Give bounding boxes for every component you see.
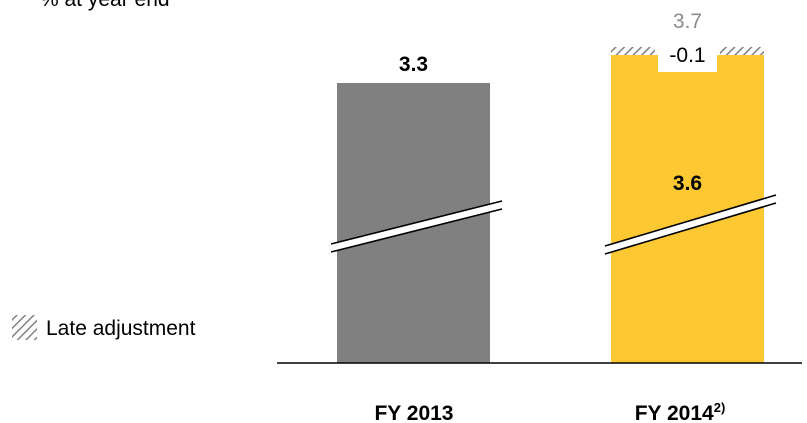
value-label-fy2014: 3.6	[673, 172, 702, 195]
legend-swatch-late-adjustment	[12, 315, 37, 340]
unit-label: % at year end	[40, 0, 170, 11]
axis-break-fy2014	[604, 194, 777, 255]
value-label-fy2013: 3.3	[399, 53, 428, 76]
legend-label-late-adjustment: Late adjustment	[46, 317, 196, 340]
axis-break-gap	[605, 195, 776, 254]
axis-break-fy2013	[330, 200, 503, 253]
category-footnote-fy2014: 2)	[714, 400, 726, 415]
axis-break-line	[330, 208, 503, 253]
axis-break-line	[604, 194, 777, 247]
late-adjustment-hatch-left	[611, 47, 655, 55]
axis-break-gap	[331, 201, 502, 252]
axis-break-line	[604, 202, 777, 255]
category-label-fy2013: FY 2013	[374, 402, 453, 423]
axis-break-line	[330, 200, 503, 245]
late-adjustment-label: -0.1	[669, 44, 705, 67]
category-label-fy2014: FY 20142)	[635, 400, 726, 423]
late-adjustment-label-box	[658, 38, 717, 72]
total-label-fy2014: 3.7	[673, 10, 702, 33]
category-label-fy2014-text: FY 2014	[635, 402, 714, 423]
late-adjustment-hatch-right	[720, 47, 764, 55]
